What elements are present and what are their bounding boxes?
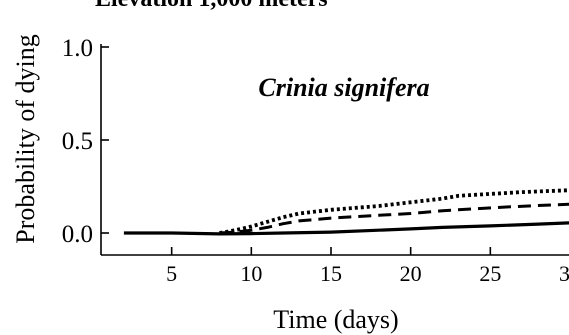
y-axis-label: Probability of dying bbox=[11, 34, 40, 243]
chart-title: Elevation 1,000 meters bbox=[95, 0, 328, 12]
x-axis-label: Time (days) bbox=[273, 305, 398, 334]
y-tick-label: 0.5 bbox=[62, 128, 93, 155]
series-group bbox=[123, 188, 569, 236]
y-tick-label: 0.0 bbox=[62, 221, 93, 248]
series-line-solid bbox=[123, 221, 569, 236]
x-tick-label: 30 bbox=[559, 261, 569, 286]
axes-group: 0.0 0.5 1.0 5 10 15 20 25 30 bbox=[62, 35, 569, 286]
y-tick-label: 1.0 bbox=[62, 35, 93, 62]
species-annotation: Crinia signifera bbox=[258, 73, 429, 102]
x-tick-label: 15 bbox=[320, 261, 342, 286]
x-tick-label: 20 bbox=[400, 261, 422, 286]
x-tick-label: 10 bbox=[240, 261, 262, 286]
series-line-dashed bbox=[219, 202, 569, 235]
x-tick-label: 25 bbox=[479, 261, 501, 286]
series-line-dotted bbox=[219, 188, 569, 235]
x-tick-label: 5 bbox=[166, 261, 177, 286]
